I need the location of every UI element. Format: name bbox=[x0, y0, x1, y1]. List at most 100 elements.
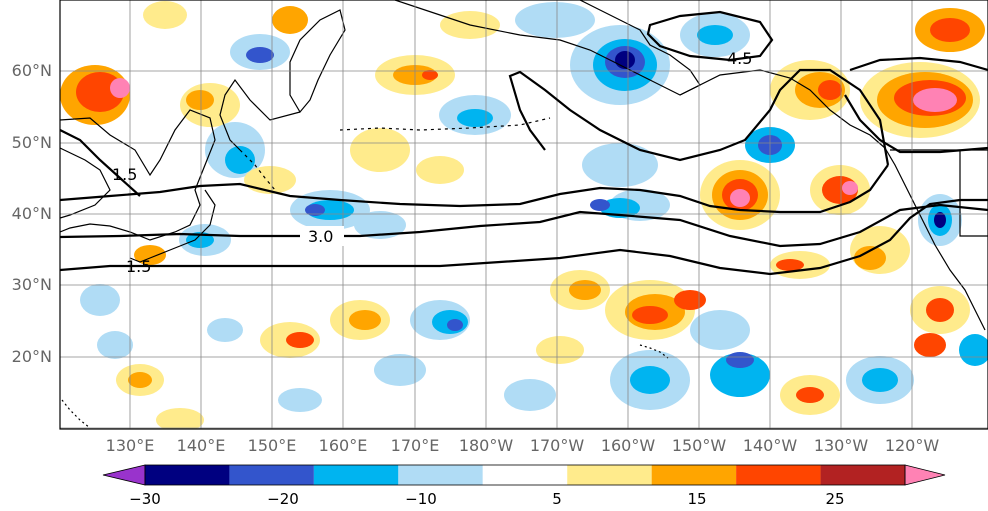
colorbar-tick-label: 15 bbox=[687, 490, 707, 508]
contour-label-1-5-nw: 1.5 bbox=[112, 165, 137, 184]
contour-ridge-north bbox=[508, 68, 890, 166]
anomaly-cell bbox=[225, 146, 255, 174]
contour-4-5-west bbox=[60, 129, 141, 197]
colorbar-tick-label: −20 bbox=[267, 490, 299, 508]
contour-label-group: 3.0 1.5 4.5 1.5 bbox=[112, 49, 752, 276]
anomaly-cell bbox=[416, 156, 464, 184]
lon-label-160w: 160°W bbox=[600, 436, 656, 455]
anomaly-cell bbox=[110, 78, 130, 98]
lon-label-150e: 150°E bbox=[247, 436, 297, 455]
lon-label-120w: 120°W bbox=[884, 436, 940, 455]
colorbar-tick-label: −10 bbox=[405, 490, 437, 508]
anomaly-cell bbox=[134, 245, 166, 265]
coastline-gulf-alaska bbox=[679, 69, 886, 149]
lon-label-180w: 180°W bbox=[458, 436, 514, 455]
anomaly-cell bbox=[582, 143, 658, 187]
contour-label-4-5-north: 4.5 bbox=[727, 49, 752, 68]
lon-label-140w: 140°W bbox=[742, 436, 798, 455]
contour-closed-north bbox=[646, 10, 774, 62]
anomaly-cell bbox=[842, 181, 858, 195]
anomaly-cell bbox=[278, 388, 322, 412]
colorbar-tick-label: 5 bbox=[552, 490, 562, 508]
anomaly-cell bbox=[730, 189, 750, 207]
anomaly-cell bbox=[632, 306, 668, 324]
anomaly-cell bbox=[349, 310, 381, 330]
anomaly-cell bbox=[515, 2, 595, 38]
anomaly-cell bbox=[447, 319, 463, 331]
anomaly-cell bbox=[796, 387, 824, 403]
colorbar-extend-high bbox=[904, 464, 946, 486]
anomaly-cell bbox=[457, 109, 493, 127]
colorbar-swatch bbox=[567, 465, 652, 485]
colorbar-swatch bbox=[736, 465, 821, 485]
anomaly-cell bbox=[569, 280, 601, 300]
anomaly-cell bbox=[959, 334, 988, 366]
anomaly-cell bbox=[710, 353, 770, 397]
anomaly-cell bbox=[854, 246, 886, 270]
coastline-asia-north bbox=[60, 109, 216, 241]
anomaly-cell bbox=[862, 368, 898, 392]
contour-3-0 bbox=[60, 203, 988, 248]
anomaly-cell bbox=[374, 354, 426, 386]
lon-label-150w: 150°W bbox=[671, 436, 727, 455]
anomaly-cell bbox=[207, 318, 243, 342]
anomaly-cell bbox=[536, 336, 584, 364]
anomaly-cell bbox=[422, 70, 438, 80]
lat-label-50n: 50°N bbox=[11, 133, 52, 152]
colorbar-swatch bbox=[398, 465, 483, 485]
coastline-okhotsk bbox=[219, 78, 301, 151]
colorbar-swatch bbox=[145, 465, 230, 485]
map-frame bbox=[59, 0, 988, 430]
anomaly-cell bbox=[504, 379, 556, 411]
anomaly-cell bbox=[350, 128, 410, 172]
colorbar-tick-label: −30 bbox=[129, 490, 161, 508]
anomaly-cell bbox=[726, 352, 754, 368]
lat-label-20n: 20°N bbox=[11, 347, 52, 366]
colorbar-extend-low bbox=[102, 464, 146, 486]
anomaly-cell bbox=[934, 212, 946, 228]
colorbar-border bbox=[144, 464, 906, 486]
anomaly-cell bbox=[615, 51, 635, 69]
colorbar-swatch bbox=[313, 465, 399, 485]
coastline-kamchatka bbox=[289, 9, 346, 114]
colorbar-tick-label: 25 bbox=[825, 490, 845, 508]
colorbar-swatch bbox=[820, 465, 905, 485]
anomaly-cell bbox=[80, 284, 120, 316]
anomaly-cell bbox=[690, 310, 750, 350]
coastline-us-border bbox=[959, 150, 988, 237]
anomaly-cell bbox=[128, 372, 152, 388]
anomaly-cell bbox=[590, 199, 610, 211]
anomaly-cell bbox=[600, 198, 640, 218]
lat-label-60n: 60°N bbox=[11, 61, 52, 80]
anomaly-cell bbox=[244, 166, 296, 194]
coastline-hawaii bbox=[639, 344, 669, 359]
anomaly-cell bbox=[97, 331, 133, 359]
contour-label-1-5-west: 1.5 bbox=[126, 257, 151, 276]
contour-ne-outer bbox=[844, 94, 988, 154]
anomaly-cell bbox=[914, 333, 946, 357]
anomaly-cell bbox=[246, 47, 274, 63]
contour-lines bbox=[60, 10, 988, 276]
anomaly-cell bbox=[776, 259, 804, 271]
coastline-siberia bbox=[60, 147, 111, 219]
coastline-aleutians bbox=[339, 117, 551, 131]
coastline-na-west bbox=[884, 147, 986, 331]
coastline-kurils bbox=[239, 149, 276, 191]
anomaly-cell bbox=[186, 90, 214, 110]
anomaly-cell bbox=[913, 88, 957, 112]
contour-label-3-0: 3.0 bbox=[308, 227, 333, 246]
lat-label-40n: 40°N bbox=[11, 204, 52, 223]
contour-1-5-south bbox=[60, 198, 988, 276]
contour-4-5-band bbox=[60, 164, 889, 214]
colorbar-swatch bbox=[651, 465, 737, 485]
anomaly-cell bbox=[930, 18, 970, 42]
lon-label-160e: 160°E bbox=[318, 436, 368, 455]
anomaly-cell bbox=[143, 1, 187, 29]
lon-label-130e: 130°E bbox=[105, 436, 155, 455]
lon-label-170e: 170°E bbox=[390, 436, 440, 455]
anomaly-cell bbox=[697, 25, 733, 45]
coastlines bbox=[60, 0, 988, 429]
anomaly-cell bbox=[156, 408, 204, 429]
lat-label-30n: 30°N bbox=[11, 275, 52, 294]
